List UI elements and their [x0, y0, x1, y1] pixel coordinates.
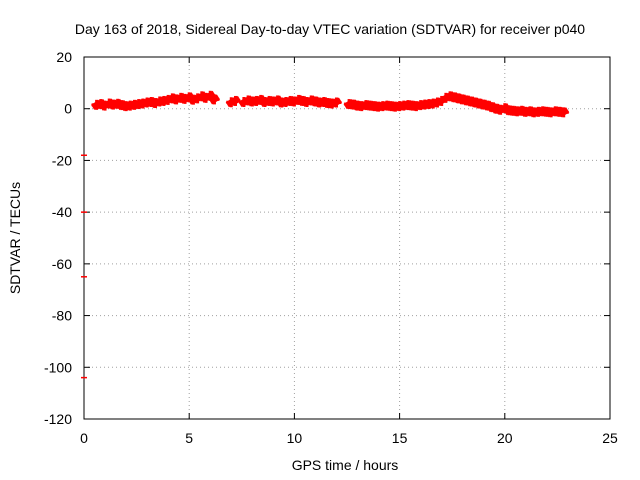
y-tick-label: -20 [52, 152, 72, 168]
axes: 0 5 10 15 20 25 20 0 -20 -40 -60 -80 -100 -120 [44, 49, 618, 446]
data-point [558, 107, 570, 118]
x-tick-label: 0 [80, 430, 88, 446]
data-point-stroke [196, 91, 208, 102]
data-point-stroke [486, 102, 498, 113]
data-point-stroke [482, 100, 494, 111]
x-tick-label: 25 [602, 430, 618, 446]
data-point-stroke [208, 94, 221, 105]
data-point [229, 95, 242, 107]
data-point [330, 97, 343, 108]
y-tick-label: -100 [44, 359, 72, 375]
data-point-stroke [183, 92, 195, 103]
grid-lines [84, 57, 610, 419]
data-point-stroke [558, 107, 570, 118]
y-tick-label: -40 [52, 204, 72, 220]
x-axis-label: GPS time / hours [292, 457, 399, 473]
data-point-stroke [330, 97, 343, 108]
data-points [81, 90, 570, 379]
data-point-stroke [271, 95, 284, 106]
data-point-stroke [499, 103, 511, 114]
y-tick-label: -80 [52, 308, 72, 324]
data-point-stroke [204, 90, 216, 101]
x-tick-label: 10 [287, 430, 303, 446]
x-tick-label: 15 [392, 430, 408, 446]
data-point-stroke [255, 94, 267, 105]
data-point-stroke [229, 95, 242, 107]
data-point-stroke [95, 99, 107, 110]
chart-title: Day 163 of 2018, Sidereal Day-to-day VTE… [75, 21, 585, 37]
y-tick-label: -120 [44, 411, 72, 427]
y-tick-label: -60 [52, 256, 72, 272]
plot-frame [83, 56, 611, 420]
y-tick-label: 0 [64, 101, 72, 117]
x-tick-label: 20 [497, 430, 513, 446]
y-axis-label: SDTVAR / TECUs [7, 182, 23, 294]
y-tick-label: 20 [56, 49, 72, 65]
data-point [208, 94, 221, 105]
x-tick-label: 5 [185, 430, 193, 446]
